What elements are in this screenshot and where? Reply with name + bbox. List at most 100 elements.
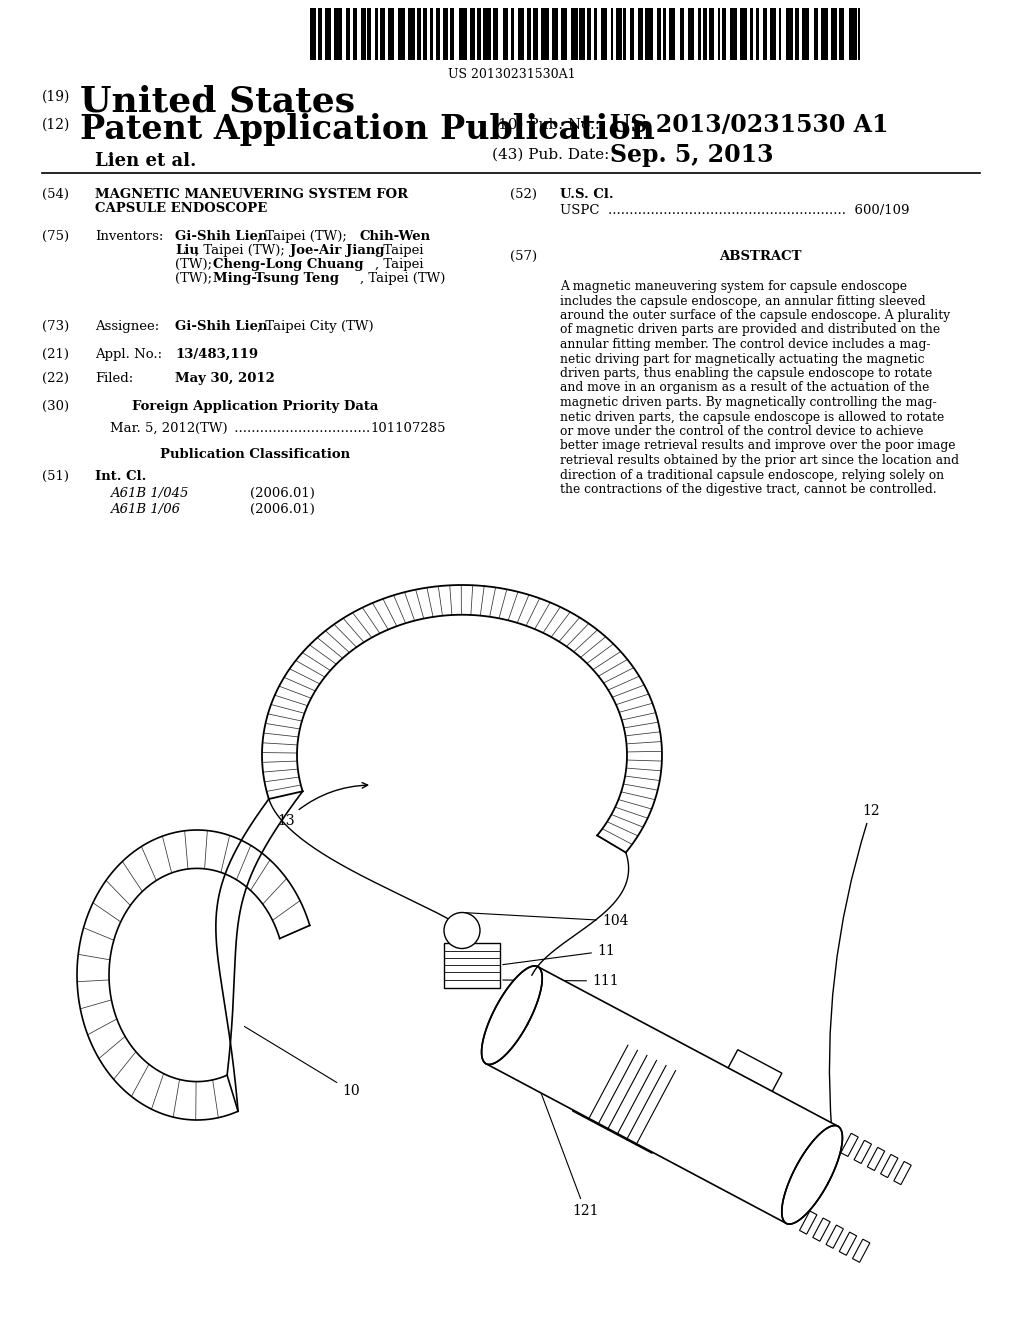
- Text: netic driven parts, the capsule endoscope is allowed to rotate: netic driven parts, the capsule endoscop…: [560, 411, 944, 424]
- Text: (54): (54): [42, 187, 69, 201]
- Bar: [527, 8, 531, 59]
- Bar: [722, 8, 726, 59]
- Bar: [594, 8, 597, 59]
- Bar: [814, 8, 818, 59]
- Text: A magnetic maneuvering system for capsule endoscope: A magnetic maneuvering system for capsul…: [560, 280, 907, 293]
- Text: Ming-Tsung Teng: Ming-Tsung Teng: [213, 272, 339, 285]
- Text: Inventors:: Inventors:: [95, 230, 164, 243]
- Text: 104: 104: [465, 912, 629, 928]
- Circle shape: [444, 912, 480, 949]
- Text: (22): (22): [42, 372, 69, 385]
- Bar: [310, 8, 316, 59]
- Bar: [398, 8, 404, 59]
- Bar: [542, 8, 549, 59]
- Bar: [367, 8, 372, 59]
- Text: Foreign Application Priority Data: Foreign Application Priority Data: [132, 400, 378, 413]
- Polygon shape: [867, 1147, 885, 1171]
- Text: Gi-Shih Lien: Gi-Shih Lien: [175, 319, 267, 333]
- Polygon shape: [826, 1225, 844, 1249]
- Text: , Taipei (TW): , Taipei (TW): [360, 272, 445, 285]
- Text: ABSTRACT: ABSTRACT: [719, 249, 801, 263]
- Text: (21): (21): [42, 348, 69, 360]
- Text: Patent Application Publication: Patent Application Publication: [80, 114, 655, 147]
- Text: 11: 11: [503, 944, 614, 965]
- Text: MAGNETIC MANEUVERING SYSTEM FOR: MAGNETIC MANEUVERING SYSTEM FOR: [95, 187, 409, 201]
- Text: 101107285: 101107285: [370, 422, 445, 436]
- Bar: [786, 8, 794, 59]
- Text: 12: 12: [828, 804, 880, 1130]
- Bar: [779, 8, 781, 59]
- Bar: [709, 8, 714, 59]
- Bar: [435, 8, 440, 59]
- Bar: [417, 8, 421, 59]
- Polygon shape: [841, 1134, 858, 1156]
- Bar: [430, 8, 433, 59]
- Text: Lien et al.: Lien et al.: [95, 152, 197, 170]
- Polygon shape: [853, 1239, 870, 1262]
- Polygon shape: [702, 1049, 782, 1140]
- Bar: [552, 8, 558, 59]
- Text: includes the capsule endoscope, an annular fitting sleeved: includes the capsule endoscope, an annul…: [560, 294, 926, 308]
- Bar: [345, 8, 350, 59]
- Text: (2006.01): (2006.01): [250, 503, 314, 516]
- Text: ................................: ................................: [230, 422, 371, 436]
- Bar: [360, 8, 366, 59]
- Bar: [443, 8, 447, 59]
- Text: Mar. 5, 2012: Mar. 5, 2012: [110, 422, 196, 436]
- Bar: [750, 8, 754, 59]
- Text: 10: 10: [245, 1027, 359, 1098]
- Polygon shape: [572, 1036, 691, 1154]
- Polygon shape: [881, 1155, 898, 1177]
- Text: 121: 121: [528, 1057, 598, 1218]
- Bar: [610, 8, 612, 59]
- Text: (43) Pub. Date:: (43) Pub. Date:: [492, 148, 609, 162]
- Bar: [483, 8, 490, 59]
- Bar: [657, 8, 662, 59]
- Bar: [375, 8, 378, 59]
- Text: , Taipei: , Taipei: [375, 257, 424, 271]
- Text: Int. Cl.: Int. Cl.: [95, 470, 146, 483]
- Bar: [821, 8, 828, 59]
- Bar: [802, 8, 810, 59]
- Text: Publication Classification: Publication Classification: [160, 447, 350, 461]
- Text: or move under the control of the control device to achieve: or move under the control of the control…: [560, 425, 924, 438]
- Text: better image retrieval results and improve over the poor image: better image retrieval results and impro…: [560, 440, 955, 453]
- Bar: [730, 8, 736, 59]
- Text: , Taipei City (TW): , Taipei City (TW): [257, 319, 374, 333]
- Text: Cheng-Long Chuang: Cheng-Long Chuang: [213, 257, 364, 271]
- Bar: [638, 8, 643, 59]
- Text: (52): (52): [510, 187, 537, 201]
- Bar: [450, 8, 455, 59]
- Text: Liu: Liu: [175, 244, 199, 257]
- Text: 13: 13: [278, 783, 368, 828]
- Polygon shape: [840, 1232, 857, 1255]
- Text: retrieval results obtained by the prior art since the location and: retrieval results obtained by the prior …: [560, 454, 959, 467]
- Text: , Taipei (TW);: , Taipei (TW);: [257, 230, 347, 243]
- Bar: [518, 8, 523, 59]
- Bar: [409, 8, 415, 59]
- Polygon shape: [781, 1126, 843, 1224]
- Bar: [511, 8, 514, 59]
- Text: (57): (57): [510, 249, 538, 263]
- Bar: [740, 8, 748, 59]
- Bar: [570, 8, 578, 59]
- Text: Filed:: Filed:: [95, 372, 133, 385]
- Bar: [325, 8, 331, 59]
- Bar: [697, 8, 700, 59]
- Text: (19): (19): [42, 90, 71, 104]
- Text: (51): (51): [42, 470, 69, 483]
- Bar: [763, 8, 767, 59]
- Text: 13/483,119: 13/483,119: [175, 348, 258, 360]
- Text: US 20130231530A1: US 20130231530A1: [449, 69, 575, 81]
- Text: USPC  ........................................................  600/109: USPC ...................................…: [560, 205, 909, 216]
- Text: , Taipei: , Taipei: [375, 244, 424, 257]
- Text: 111: 111: [503, 974, 618, 987]
- Bar: [579, 8, 586, 59]
- Bar: [534, 8, 538, 59]
- Text: annular fitting member. The control device includes a mag-: annular fitting member. The control devi…: [560, 338, 931, 351]
- Bar: [601, 8, 607, 59]
- Text: driven parts, thus enabling the capsule endoscope to rotate: driven parts, thus enabling the capsule …: [560, 367, 932, 380]
- Bar: [616, 8, 622, 59]
- Bar: [388, 8, 394, 59]
- Bar: [470, 8, 475, 59]
